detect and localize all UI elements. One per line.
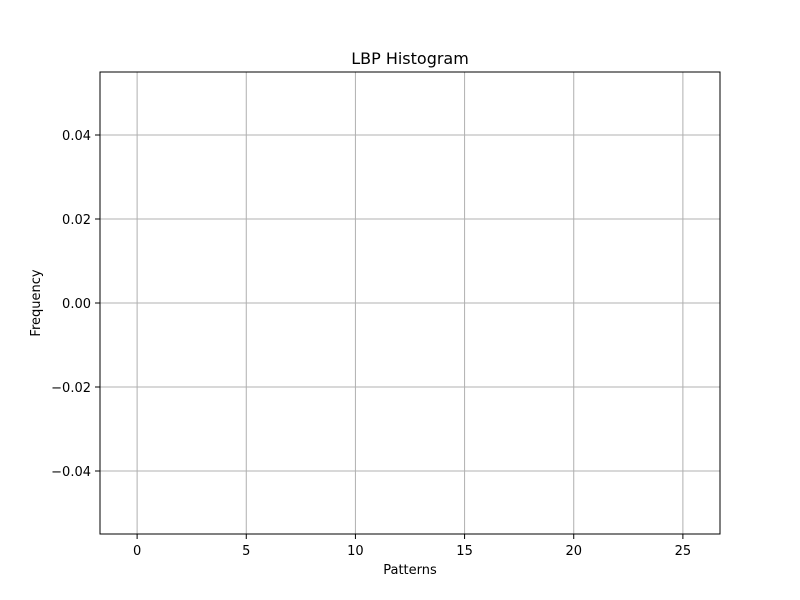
x-tick-label: 15 [456, 544, 473, 559]
x-axis-label: Patterns [383, 563, 437, 578]
x-tick-label: 25 [675, 544, 692, 559]
x-ticks: 0 5 10 15 20 25 [133, 534, 691, 559]
x-tick-label: 5 [242, 544, 250, 559]
chart-title: LBP Histogram [351, 49, 469, 68]
x-tick-label: 10 [347, 544, 364, 559]
x-tick-label: 20 [565, 544, 582, 559]
y-tick-label: −0.02 [51, 381, 91, 396]
y-tick-label: 0.04 [62, 129, 91, 144]
y-tick-label: 0.02 [62, 213, 91, 228]
y-tick-label: −0.04 [51, 465, 91, 480]
y-tick-label: 0.00 [62, 297, 91, 312]
grid-layer [100, 72, 720, 534]
x-tick-label: 0 [133, 544, 141, 559]
y-axis-label: Frequency [29, 269, 44, 336]
y-ticks: −0.04 −0.02 0.00 0.02 0.04 [51, 129, 100, 480]
